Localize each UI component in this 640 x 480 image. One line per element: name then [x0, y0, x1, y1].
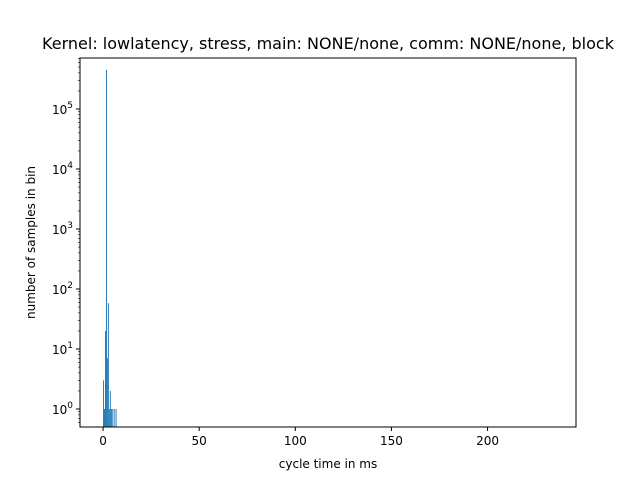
- plot-frame: [79, 57, 577, 428]
- histogram-bar: [104, 330, 106, 427]
- x-tick-label: 50: [192, 434, 207, 448]
- x-tick-label: 150: [380, 434, 403, 448]
- y-tick-label: 105: [52, 101, 73, 117]
- x-tick-label: 100: [284, 434, 307, 448]
- histogram-bar: [103, 380, 105, 427]
- y-axis: 100 101 102 103 104 105: [52, 57, 80, 423]
- histogram-bar: [108, 409, 110, 427]
- histogram-bar: [111, 409, 113, 427]
- histogram-bar: [115, 409, 117, 427]
- bars-group: [103, 69, 117, 427]
- histogram-bar: [105, 69, 107, 427]
- x-tick-label: 200: [476, 434, 499, 448]
- x-axis: 0 50 100 150 200: [99, 427, 499, 448]
- histogram-bar: [110, 409, 112, 427]
- y-axis-label: number of samples in bin: [24, 166, 38, 319]
- histogram-bar: [104, 409, 105, 427]
- x-tick-label: 0: [99, 434, 107, 448]
- x-axis-label: cycle time in ms: [279, 457, 377, 471]
- histogram-bar: [109, 390, 111, 427]
- y-tick-label: 102: [52, 281, 73, 297]
- histogram-bar: [106, 358, 108, 427]
- histogram-bar: [113, 409, 115, 427]
- histogram-bar: [107, 303, 109, 427]
- y-tick-label: 101: [52, 341, 73, 357]
- y-tick-label: 104: [52, 161, 73, 177]
- y-tick-label: 103: [52, 221, 73, 237]
- chart-title: Kernel: lowlatency, stress, main: NONE/n…: [42, 34, 615, 53]
- y-tick-label: 100: [52, 401, 73, 417]
